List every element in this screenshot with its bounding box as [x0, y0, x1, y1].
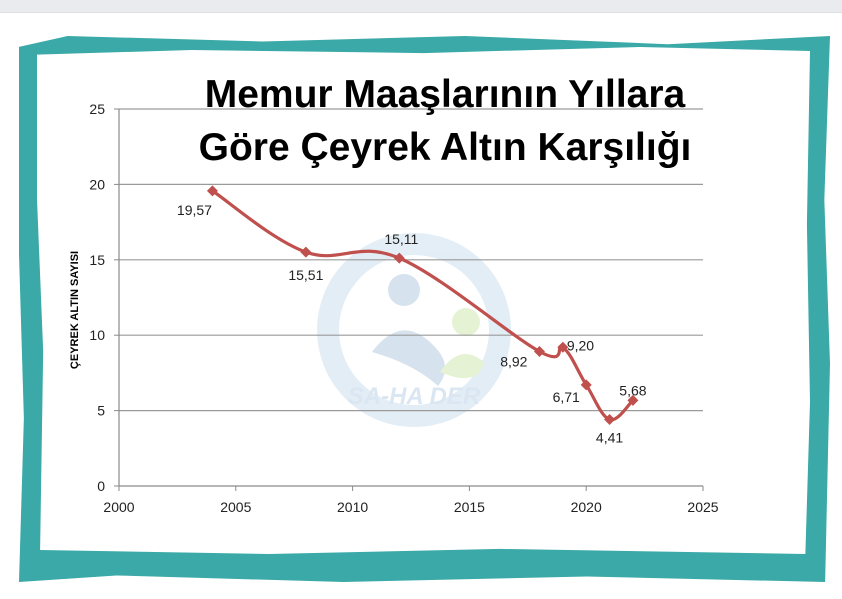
- x-tick-label-2000: 2000: [103, 499, 134, 515]
- y-tick-label-20: 20: [89, 176, 105, 192]
- data-label-2008: 15,51: [288, 267, 323, 283]
- data-point-2022: [627, 394, 639, 406]
- data-point-2018: [533, 345, 545, 357]
- data-points: [206, 185, 639, 425]
- data-labels: 19,57 15,51 15,11 8,92 9,20 6,71 4,41 5,68: [177, 202, 647, 446]
- data-label-2020: 6,71: [553, 389, 580, 405]
- x-axis-ticks: 2000 2005 2010 2015 2020 2025: [103, 486, 719, 515]
- data-label-2019: 9,20: [567, 337, 594, 353]
- data-point-2012: [393, 252, 405, 264]
- x-tick-label-2005: 2005: [220, 499, 251, 515]
- data-point-2004: [206, 185, 218, 197]
- y-tick-label-25: 25: [89, 101, 105, 117]
- watermark-text: SA-HA DER: [348, 383, 481, 410]
- frame-inner-panel: [37, 47, 810, 554]
- y-tick-label-15: 15: [89, 252, 105, 268]
- data-label-2012: 15,11: [384, 231, 418, 247]
- data-label-2004: 19,57: [177, 202, 212, 218]
- x-tick-label-2015: 2015: [454, 499, 485, 515]
- gridlines: [119, 108, 703, 412]
- data-point-2020: [580, 379, 592, 391]
- chart-title-line-2: Göre Çeyrek Altın Karşılığı: [198, 126, 692, 169]
- x-tick-label-2010: 2010: [337, 499, 368, 515]
- y-tick-label-10: 10: [89, 327, 105, 343]
- y-axis-label: ÇEYREK ALTIN SAYISI: [69, 251, 81, 369]
- chart-title-line-1: Memur Maaşlarının Yıllara: [204, 73, 686, 116]
- y-tick-label-5: 5: [97, 403, 105, 419]
- data-point-2021: [604, 413, 616, 425]
- data-point-2019: [557, 341, 569, 353]
- x-tick-label-2025: 2025: [687, 499, 718, 515]
- watermark-logo: SA-HA DER: [317, 233, 511, 427]
- x-tick-label-2020: 2020: [571, 499, 602, 515]
- y-axis-ticks: 0 5 10 15 20 25: [89, 101, 119, 494]
- data-label-2021: 4,41: [596, 429, 623, 445]
- data-point-2008: [300, 246, 312, 258]
- browser-top-bar: [0, 0, 842, 13]
- data-label-2022: 5,68: [619, 382, 646, 398]
- y-tick-label-0: 0: [97, 478, 105, 494]
- axes: [118, 109, 703, 487]
- data-label-2018: 8,92: [500, 353, 527, 369]
- chart-title: Memur Maaşlarının Yıllara Göre Çeyrek Al…: [150, 68, 740, 174]
